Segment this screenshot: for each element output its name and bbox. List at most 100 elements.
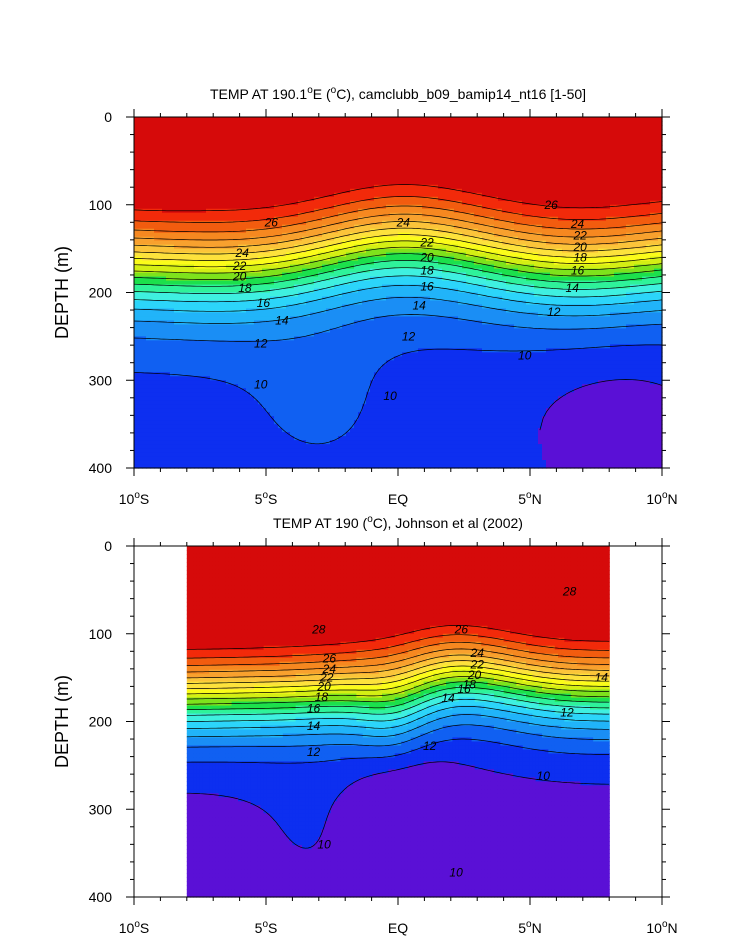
- field-cell: [258, 217, 263, 222]
- field-cell: [294, 456, 299, 461]
- field-cell: [346, 129, 351, 134]
- field-cell: [190, 440, 195, 445]
- field-cell: [170, 356, 175, 361]
- field-cell: [278, 121, 283, 126]
- field-cell: [206, 201, 211, 206]
- field-cell: [154, 209, 159, 214]
- field-cell: [350, 277, 355, 282]
- field-cell: [274, 392, 279, 397]
- field-cell: [334, 209, 339, 214]
- field-cell: [350, 404, 355, 409]
- field-cell: [222, 360, 227, 365]
- field-cell: [214, 285, 219, 290]
- field-cell: [162, 392, 167, 397]
- field-cell: [330, 296, 335, 301]
- field-cell: [342, 396, 347, 401]
- field-cell: [250, 253, 255, 258]
- field-cell: [290, 364, 295, 369]
- field-cell: [238, 296, 243, 301]
- field-cell: [266, 229, 271, 234]
- field-cell: [202, 392, 207, 397]
- field-cell: [182, 428, 187, 433]
- field-cell: [326, 420, 331, 425]
- field-cell: [350, 281, 355, 286]
- field-cell: [226, 233, 231, 238]
- field-cell: [182, 444, 187, 449]
- field-cell: [258, 289, 263, 294]
- field-cell: [142, 273, 147, 278]
- field-cell: [350, 133, 355, 138]
- field-cell: [214, 149, 219, 154]
- field-cell: [134, 420, 139, 425]
- field-cell: [158, 269, 163, 274]
- field-cell: [286, 420, 291, 425]
- field-cell: [226, 424, 231, 429]
- field-cell: [134, 332, 139, 337]
- field-cell: [214, 300, 219, 305]
- field-cell: [194, 324, 199, 329]
- field-cell: [162, 304, 167, 309]
- field-cell: [286, 285, 291, 290]
- field-cell: [202, 352, 207, 357]
- field-cell: [218, 404, 223, 409]
- field-cell: [234, 296, 239, 301]
- field-cell: [318, 396, 323, 401]
- field-cell: [334, 125, 339, 130]
- field-cell: [214, 296, 219, 301]
- field-cell: [142, 201, 147, 206]
- field-cell: [230, 432, 235, 437]
- field-cell: [202, 293, 207, 298]
- field-cell: [234, 396, 239, 401]
- field-cell: [182, 304, 187, 309]
- field-cell: [142, 125, 147, 130]
- field-cell: [198, 308, 203, 313]
- field-cell: [238, 412, 243, 417]
- field-cell: [274, 153, 279, 158]
- field-cell: [242, 296, 247, 301]
- field-cell: [182, 141, 187, 146]
- field-cell: [302, 233, 307, 238]
- field-cell: [322, 261, 327, 266]
- field-cell: [254, 312, 259, 317]
- field-cell: [318, 261, 323, 266]
- field-cell: [210, 436, 215, 441]
- field-cell: [246, 217, 251, 222]
- field-cell: [146, 392, 151, 397]
- field-cell: [358, 273, 363, 278]
- field-cell: [330, 408, 335, 413]
- field-cell: [266, 197, 271, 202]
- field-cell: [134, 141, 139, 146]
- field-cell: [202, 197, 207, 202]
- field-cell: [306, 225, 311, 230]
- field-cell: [166, 348, 171, 353]
- field-cell: [286, 221, 291, 226]
- field-cell: [138, 141, 143, 146]
- field-cell: [318, 300, 323, 305]
- field-cell: [194, 328, 199, 333]
- field-cell: [230, 241, 235, 246]
- field-cell: [346, 185, 351, 190]
- field-cell: [234, 205, 239, 210]
- field-cell: [138, 316, 143, 321]
- field-cell: [266, 285, 271, 290]
- field-cell: [178, 177, 183, 182]
- field-cell: [258, 145, 263, 150]
- field-cell: [342, 277, 347, 282]
- field-cell: [338, 396, 343, 401]
- field-cell: [226, 161, 231, 166]
- field-cell: [274, 117, 279, 122]
- field-cell: [146, 185, 151, 190]
- field-cell: [294, 440, 299, 445]
- field-cell: [150, 277, 155, 282]
- field-cell: [174, 296, 179, 301]
- field-cell: [226, 253, 231, 258]
- field-cell: [170, 416, 175, 421]
- field-cell: [318, 400, 323, 405]
- field-cell: [166, 121, 171, 126]
- field-cell: [178, 356, 183, 361]
- field-cell: [266, 420, 271, 425]
- field-cell: [198, 233, 203, 238]
- field-cell: [266, 193, 271, 198]
- field-cell: [146, 117, 151, 122]
- field-cell: [238, 424, 243, 429]
